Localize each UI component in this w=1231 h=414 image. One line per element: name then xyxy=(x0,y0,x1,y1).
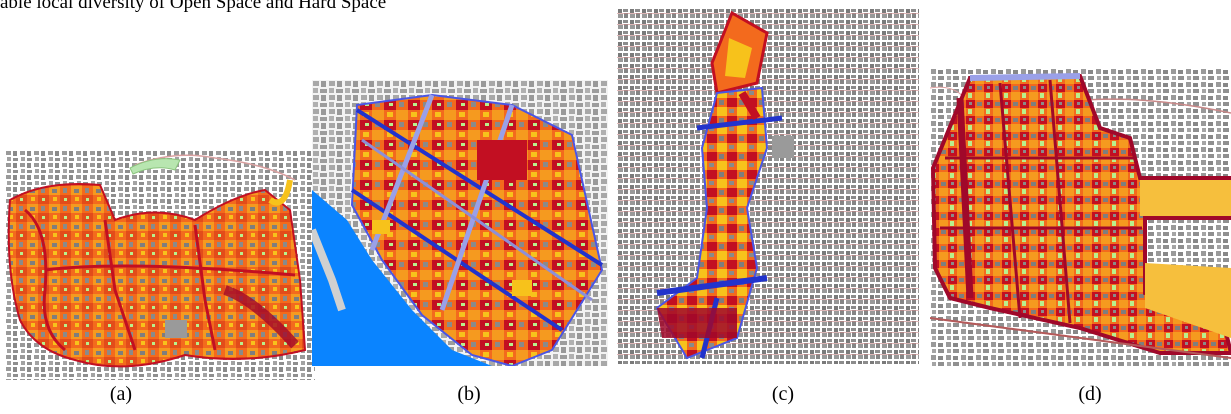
map-panel-b xyxy=(312,80,608,366)
panel-label-a: (a) xyxy=(109,383,133,405)
map-panel-a xyxy=(5,150,315,380)
figure-caption-fragment: able local diversity of Open Space and H… xyxy=(0,0,387,13)
panel-label-d: (d) xyxy=(1078,383,1102,405)
panel-label-c: (c) xyxy=(771,383,795,405)
map-panel-c xyxy=(617,8,919,364)
map-panel-d xyxy=(930,68,1231,368)
panel-label-b: (b) xyxy=(457,383,481,405)
